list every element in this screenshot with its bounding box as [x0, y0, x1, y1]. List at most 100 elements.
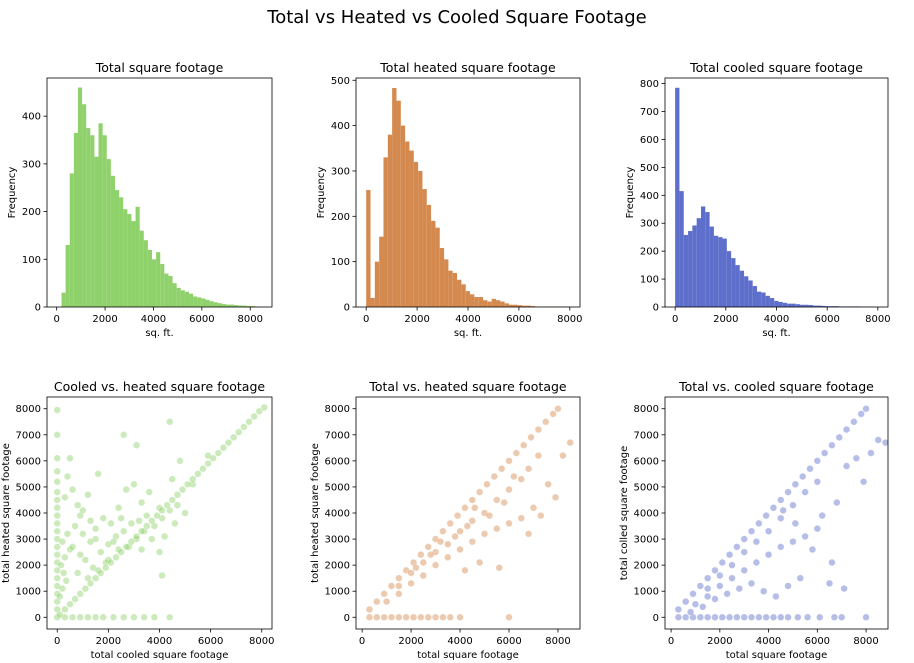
y-tick-label: 8000 [634, 404, 659, 415]
scatter-point [439, 527, 447, 535]
y-tick-label: 300 [640, 219, 659, 230]
x-tick-label: 4000 [147, 636, 172, 647]
histogram-bar [830, 306, 835, 307]
scatter-point [53, 566, 61, 575]
scatter-point [63, 472, 72, 481]
histogram-bar [164, 273, 169, 307]
scatter-point [99, 613, 107, 621]
scatter-point [112, 553, 120, 562]
y-tick-label: 600 [640, 135, 659, 146]
histogram-bar [176, 287, 181, 307]
scatter-point [96, 569, 105, 577]
scatter-point [53, 527, 61, 535]
histogram-bar [517, 305, 522, 307]
scatter-point [395, 582, 403, 590]
scatter-point [382, 597, 391, 606]
y-tick-label: 400 [22, 112, 41, 123]
scatter-point [84, 491, 92, 499]
scatter-point [760, 587, 768, 595]
y-tick-label: 200 [640, 247, 659, 258]
histogram-bar [452, 272, 458, 307]
scatter-point [542, 418, 550, 426]
histogram-bar [90, 135, 95, 307]
x-tick-label: 0 [54, 636, 60, 647]
histogram-bar [444, 259, 449, 307]
y-tick-label: 8000 [325, 404, 350, 415]
histogram-bar [370, 297, 375, 307]
x-tick-label: 0 [672, 314, 678, 325]
scatter-point [86, 517, 95, 525]
histogram-bar [131, 221, 136, 307]
scatter-point [718, 613, 726, 621]
y-axis-label: total colled square footage [619, 446, 630, 580]
x-axis-label: total cooled square footage [91, 650, 229, 661]
scatter-point [559, 451, 567, 460]
histogram-bar [431, 220, 436, 307]
scatter-point [365, 613, 374, 621]
scatter-point [463, 522, 472, 530]
scatter-point [53, 467, 61, 475]
scatter-point [534, 451, 543, 460]
scatter-point [740, 535, 748, 543]
scatter-point [529, 504, 538, 512]
histogram-bar [825, 306, 831, 307]
scatter-point [699, 603, 707, 611]
scatter-point [91, 574, 100, 582]
scatter-point [769, 504, 778, 512]
x-axis-label: sq. ft. [454, 328, 482, 339]
histogram-bar [172, 283, 177, 307]
histogram-bar [521, 305, 527, 307]
y-tick-label: 2000 [634, 561, 659, 572]
y-tick-label: 0 [35, 613, 41, 624]
scatter-point [840, 584, 848, 593]
scatter-point [387, 613, 396, 621]
y-axis-label: Frequency [316, 167, 327, 219]
histogram-bar [700, 206, 706, 307]
scatter-point [764, 527, 773, 535]
histogram-bar [374, 261, 380, 307]
y-tick-label: 0 [653, 303, 659, 314]
panel-6: 0 2000 4000 6000 8000 0 1000 2000 3000 4000 5000 60… [619, 379, 889, 661]
scatter-point [109, 613, 118, 621]
y-tick-label: 800 [640, 79, 659, 90]
histogram-bar [426, 204, 432, 307]
y-tick-label: 2000 [325, 561, 350, 572]
scatter-point [703, 584, 712, 593]
scatter-point [566, 438, 574, 447]
scatter-point [114, 504, 123, 512]
histogram-bar [69, 173, 74, 307]
scatter-point [524, 464, 533, 473]
scatter-point [71, 595, 79, 603]
scatter-point [120, 613, 128, 621]
histogram-bar [61, 292, 66, 307]
scatter-point [189, 475, 197, 483]
y-tick-label: 200 [331, 212, 350, 223]
y-tick-label: 5000 [325, 482, 350, 493]
histogram-bar [396, 100, 401, 307]
scatter-point [143, 511, 151, 520]
scatter-point [53, 478, 61, 486]
histogram-bar [65, 244, 70, 307]
scatter-point [168, 475, 176, 483]
scatter-point [96, 548, 105, 556]
scatter-point [431, 561, 440, 569]
scatter-point [158, 506, 166, 515]
histogram-bar [135, 206, 140, 307]
x-tick-label: 6000 [814, 314, 839, 325]
axes-frame [355, 396, 581, 630]
scatter-point [686, 608, 695, 616]
scatter-point [468, 496, 476, 504]
y-tick-label: 100 [22, 255, 41, 266]
scatter-point [505, 519, 513, 528]
histogram-bar [688, 231, 693, 307]
scatter-point [794, 613, 802, 621]
scatter-point [791, 519, 800, 528]
plot-area [366, 87, 570, 307]
scatter-point [777, 514, 785, 522]
scatter-point [68, 613, 77, 621]
histogram-bar [197, 297, 202, 307]
scatter-point [703, 613, 712, 621]
scatter-point [859, 478, 868, 486]
x-axis-label: total square footage [726, 650, 828, 661]
scatter-point [475, 488, 484, 496]
